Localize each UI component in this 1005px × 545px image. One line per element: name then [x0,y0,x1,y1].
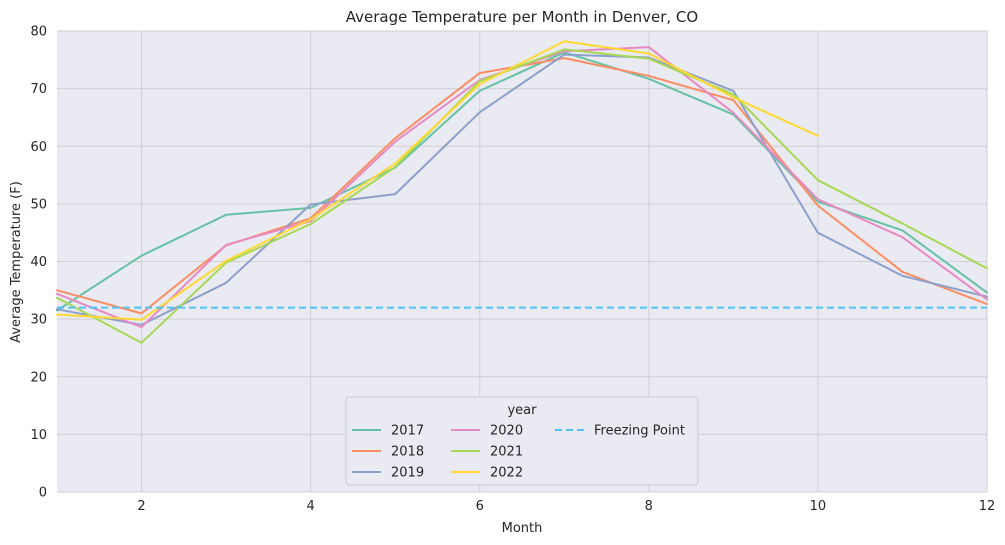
legend-label: 2019 [391,466,424,481]
y-tick-label: 70 [30,82,47,97]
x-axis-tick-labels: 2 4 6 8 10 12 [137,499,995,514]
y-tick-label: 60 [30,140,47,155]
legend-box [345,396,699,486]
x-tick-label: 8 [645,499,653,514]
series-line-2019 [56,53,988,326]
series-line-2022 [56,40,819,321]
legend-title: year [507,403,537,418]
legend-label: 2021 [490,445,523,460]
legend-label: 2018 [391,445,424,460]
legend: year 2017 2018 2019 2020 2021 2022 Freezing Po… [345,396,699,486]
legend-items: 2017 2018 2019 2020 2021 2022 Freezing Point [352,424,685,481]
y-tick-label: 10 [30,428,47,443]
legend-label: 2022 [490,466,523,481]
y-axis-tick-labels: 0 10 20 30 40 50 60 70 80 [30,25,47,501]
x-tick-label: 10 [810,499,827,514]
x-tick-label: 12 [979,499,996,514]
y-tick-label: 40 [30,255,47,270]
legend-label: Freezing Point [594,424,685,439]
y-tick-label: 30 [30,313,47,328]
y-axis-label: Average Temperature (F) [9,181,24,343]
legend-label: 2020 [490,424,523,439]
horizontal-gridlines [57,30,987,493]
y-tick-label: 50 [30,197,47,212]
x-tick-label: 6 [476,499,484,514]
y-tick-label: 20 [30,370,47,385]
x-tick-label: 4 [306,499,314,514]
chart-title: Average Temperature per Month in Denver,… [346,8,698,26]
legend-label: 2017 [391,424,424,439]
y-tick-label: 80 [30,25,47,40]
series-lines [56,40,988,344]
x-axis-label: Month [502,521,543,536]
x-tick-label: 2 [137,499,145,514]
y-tick-label: 0 [39,486,47,501]
series-line-2021 [56,48,988,344]
